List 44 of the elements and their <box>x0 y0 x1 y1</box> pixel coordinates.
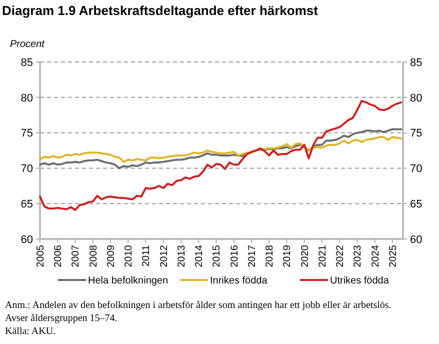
text: Avser åldersgruppen 15–74. <box>5 313 118 324</box>
x-tick-label: 2017 <box>246 244 258 268</box>
y2-tick-label: 60 <box>410 234 422 246</box>
chart-title: Diagram 1.9 Arbetskraftsdeltagande efter härkomst <box>2 3 319 18</box>
x-tick-label: 2007 <box>70 244 82 268</box>
y2-tick-label: 70 <box>410 163 422 176</box>
legend-label: Hela befolkningen <box>88 276 168 286</box>
y-tick-label: 85 <box>20 56 33 69</box>
x-tick-label: 2023 <box>352 244 364 268</box>
text: Anm.: Andelen av den befolkningen i arbetsför ålder som antingen har ett jobb eller är arbetslös. <box>5 300 392 311</box>
text: Källa: AKU. <box>5 326 56 337</box>
x-tick-label: 2010 <box>124 244 135 268</box>
line-series <box>39 100 402 211</box>
x-tick-label: 2006 <box>53 244 64 268</box>
x-tick-label: 2024 <box>370 244 382 268</box>
legend-label: Utrikes födda <box>330 276 390 286</box>
line-series <box>39 136 402 163</box>
y-tick-label: 80 <box>20 92 33 104</box>
line-series <box>39 128 402 170</box>
x-tick-label: 2011 <box>141 244 152 267</box>
y-tick-label: 70 <box>20 163 33 176</box>
x-tick-label: 2008 <box>88 244 100 268</box>
x-tick-label: 2021 <box>317 244 328 268</box>
y-axis-title: Procent <box>10 39 46 50</box>
y2-tick-label: 75 <box>410 128 422 140</box>
y2-tick-label: 65 <box>410 198 422 210</box>
x-tick-label: 2013 <box>176 244 188 268</box>
legend-label: Inrikes födda <box>210 276 268 286</box>
y-tick-label: 75 <box>20 128 33 140</box>
x-tick-label: 2020 <box>300 244 311 268</box>
x-tick-label: 2019 <box>282 244 294 268</box>
x-tick-label: 2015 <box>212 244 223 268</box>
x-tick-label: 2016 <box>229 244 240 268</box>
x-tick-label: 2025 <box>388 244 399 268</box>
x-tick-label: 2009 <box>106 244 117 268</box>
x-tick-label: 2005 <box>36 244 46 268</box>
x-tick-label: 2012 <box>158 244 170 268</box>
y2-tick-label: 85 <box>410 56 422 69</box>
x-tick-label: 2018 <box>264 244 276 268</box>
y2-tick-label: 80 <box>410 92 422 104</box>
y-tick-label: 65 <box>20 198 33 210</box>
x-tick-label: 2014 <box>194 244 206 268</box>
x-tick-label: 2022 <box>335 244 346 268</box>
y-tick-label: 60 <box>20 234 33 246</box>
